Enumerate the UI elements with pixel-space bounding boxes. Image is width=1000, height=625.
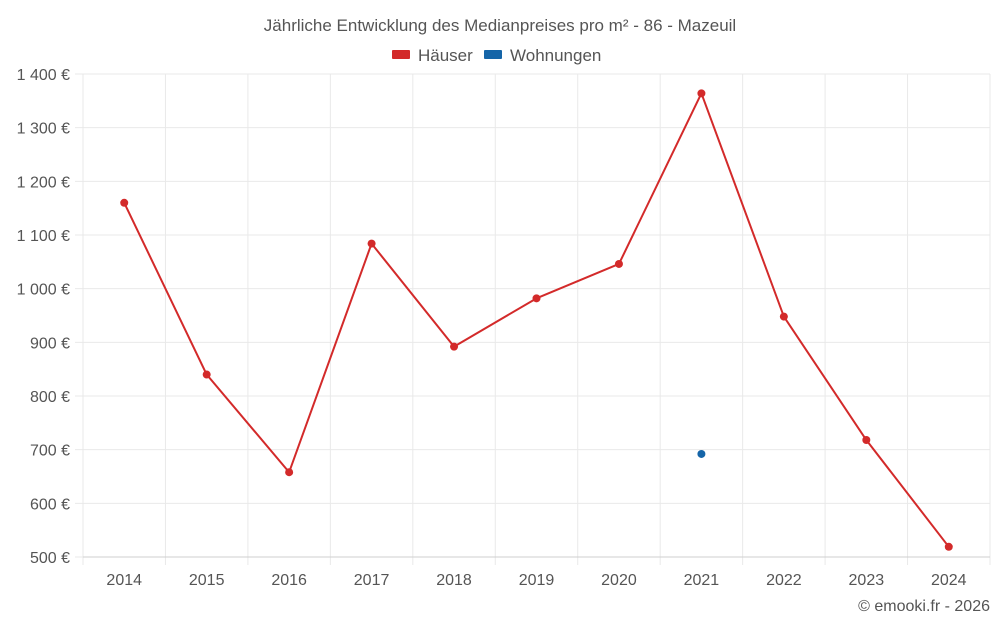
data-point-haeuser[interactable] [697, 89, 706, 98]
data-point-haeuser[interactable] [450, 342, 459, 351]
y-tick-label: 700 € [30, 443, 70, 460]
y-tick-label: 1 400 € [17, 67, 70, 84]
data-point-wohnungen[interactable] [697, 449, 706, 458]
credit-text: © emooki.fr - 2026 [858, 598, 990, 615]
data-point-haeuser[interactable] [532, 294, 541, 303]
x-axis: 2014 2015 2016 2017 2018 2019 2020 2021 2022 2023… [83, 556, 990, 589]
x-tick-label: 2021 [684, 572, 720, 589]
chart-title: Jährliche Entwicklung des Medianpreises … [264, 16, 736, 35]
x-tick-label: 2017 [354, 572, 390, 589]
legend-label-haeuser: Häuser [418, 46, 473, 65]
x-tick-label: 2020 [601, 572, 637, 589]
legend-label-wohnungen: Wohnungen [510, 46, 601, 65]
data-point-haeuser[interactable] [367, 239, 376, 248]
y-tick-label: 1 000 € [17, 282, 70, 299]
y-tick-label: 600 € [30, 496, 70, 513]
y-axis: 500 € 600 € 700 € 800 € 900 € 1 000 € 1 100 € 1… [17, 67, 70, 567]
x-tick-label: 2014 [106, 572, 142, 589]
y-tick-label: 1 100 € [17, 228, 70, 245]
y-tick-label: 1 200 € [17, 174, 70, 191]
x-tick-label: 2022 [766, 572, 802, 589]
legend-swatch-wohnungen [484, 50, 502, 59]
data-point-haeuser[interactable] [862, 436, 871, 445]
y-tick-label: 900 € [30, 335, 70, 352]
data-point-haeuser[interactable] [779, 312, 788, 321]
series [120, 89, 953, 551]
legend: Häuser Wohnungen [392, 46, 601, 65]
legend-swatch-haeuser [392, 50, 410, 59]
x-tick-label: 2019 [519, 572, 555, 589]
y-tick-label: 800 € [30, 389, 70, 406]
grid [75, 73, 991, 565]
x-tick-label: 2015 [189, 572, 225, 589]
data-point-haeuser[interactable] [285, 468, 294, 477]
data-point-haeuser[interactable] [202, 370, 211, 379]
data-point-haeuser[interactable] [120, 198, 129, 207]
x-tick-label: 2016 [271, 572, 307, 589]
data-point-haeuser[interactable] [614, 259, 623, 268]
x-tick-label: 2024 [931, 572, 967, 589]
x-tick-label: 2023 [849, 572, 885, 589]
x-tick-label: 2018 [436, 572, 472, 589]
y-tick-label: 1 300 € [17, 121, 70, 138]
y-tick-label: 500 € [30, 550, 70, 567]
data-point-haeuser[interactable] [944, 542, 953, 551]
